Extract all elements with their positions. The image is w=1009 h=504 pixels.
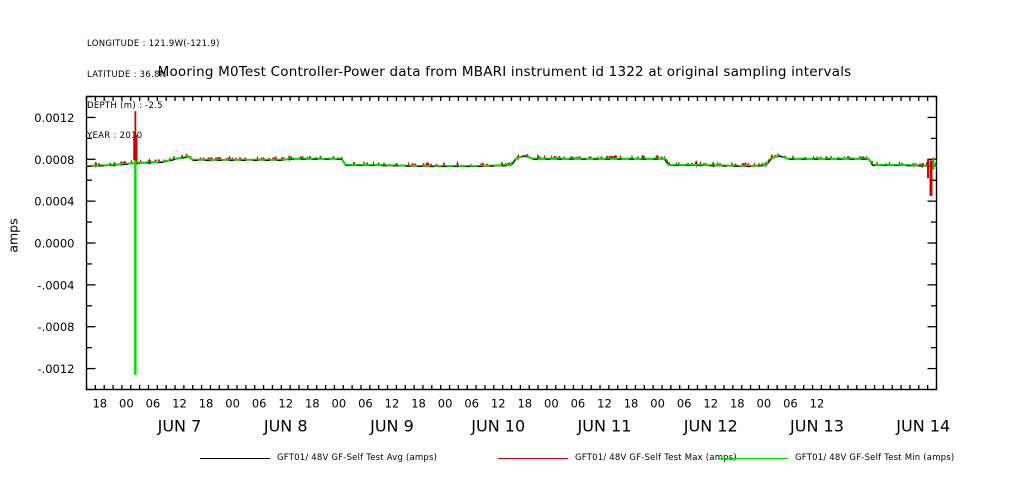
legend-item: GFT01/ 48V GF-Self Test Max (amps) bbox=[498, 450, 737, 466]
x-hour-label: 12 bbox=[491, 397, 506, 411]
station-metadata: LONGITUDE : 121.9W(-121.9) LATITUDE : 36… bbox=[87, 19, 220, 162]
chart-legend: GFT01/ 48V GF-Self Test Avg (amps) GFT01/… bbox=[0, 450, 1009, 470]
x-hour-label: 00 bbox=[438, 397, 453, 411]
x-hour-label: 12 bbox=[810, 397, 825, 411]
x-hour-label: 00 bbox=[225, 397, 240, 411]
x-day-label: JUN 10 bbox=[470, 417, 525, 436]
legend-label: GFT01/ 48V GF-Self Test Max (amps) bbox=[575, 453, 737, 463]
x-hour-label: 00 bbox=[757, 397, 772, 411]
x-hour-label: 18 bbox=[305, 397, 320, 411]
x-hour-label: 18 bbox=[517, 397, 532, 411]
x-day-label: JUN 7 bbox=[157, 417, 202, 436]
axes-layer bbox=[85, 95, 938, 391]
x-day-label: JUN 13 bbox=[789, 417, 844, 436]
data-layer bbox=[86, 111, 937, 375]
legend-label: GFT01/ 48V GF-Self Test Avg (amps) bbox=[277, 453, 438, 463]
x-hour-label: 18 bbox=[92, 397, 107, 411]
x-hour-label: 12 bbox=[703, 397, 718, 411]
x-hour-label: 18 bbox=[730, 397, 745, 411]
x-hour-label: 12 bbox=[172, 397, 187, 411]
legend-item: GFT01/ 48V GF-Self Test Min (amps) bbox=[718, 450, 954, 466]
metadata-year: YEAR : 2010 bbox=[87, 131, 143, 142]
plot-frame bbox=[85, 95, 938, 391]
legend-item: GFT01/ 48V GF-Self Test Avg (amps) bbox=[200, 450, 437, 466]
x-hour-label: 06 bbox=[146, 397, 161, 411]
x-day-label: JUN 9 bbox=[369, 417, 414, 436]
x-hour-label: 06 bbox=[358, 397, 373, 411]
x-hour-label: 00 bbox=[332, 397, 347, 411]
x-hour-label: 12 bbox=[597, 397, 612, 411]
x-hour-label: 06 bbox=[464, 397, 479, 411]
x-hour-label: 00 bbox=[544, 397, 559, 411]
x-hour-label: 12 bbox=[385, 397, 400, 411]
x-hour-label: 18 bbox=[199, 397, 214, 411]
x-day-label: JUN 12 bbox=[683, 417, 738, 436]
x-hour-label: 18 bbox=[624, 397, 639, 411]
legend-swatch-line bbox=[200, 457, 270, 459]
x-hour-label: 06 bbox=[571, 397, 586, 411]
tick-labels-layer: 0.0012 0.0008 0.0004 0.0000 -.0004 -.0008 -.00… bbox=[34, 111, 950, 436]
y-tick-label: 0.0004 bbox=[34, 195, 74, 209]
series-min-line bbox=[86, 154, 937, 167]
legend-swatch-line bbox=[498, 457, 568, 459]
x-hour-label: 06 bbox=[783, 397, 798, 411]
y-tick-label: -.0008 bbox=[37, 320, 74, 334]
metadata-depth: DEPTH (m) : -2.5 bbox=[87, 100, 163, 111]
x-day-label: JUN 11 bbox=[577, 417, 632, 436]
x-hour-label: 00 bbox=[650, 397, 665, 411]
legend-label: GFT01/ 48V GF-Self Test Min (amps) bbox=[795, 453, 955, 463]
x-day-label: JUN 14 bbox=[895, 417, 950, 436]
metadata-latitude: LATITUDE : 36.8N bbox=[87, 70, 167, 81]
x-hour-label: 06 bbox=[252, 397, 267, 411]
x-hour-label: 12 bbox=[278, 397, 293, 411]
x-day-label: JUN 8 bbox=[263, 417, 308, 436]
x-hour-label: 00 bbox=[119, 397, 134, 411]
metadata-longitude: LONGITUDE : 121.9W(-121.9) bbox=[87, 39, 220, 50]
y-tick-label: 0.0000 bbox=[34, 237, 74, 251]
y-tick-label: -.0012 bbox=[37, 362, 74, 376]
x-hour-label: 06 bbox=[677, 397, 692, 411]
legend-swatch-line bbox=[718, 457, 788, 459]
y-tick-label: -.0004 bbox=[37, 278, 74, 292]
y-tick-label: 0.0008 bbox=[34, 153, 74, 167]
x-hour-label: 18 bbox=[411, 397, 426, 411]
chart-title: Mooring M0Test Controller-Power data fro… bbox=[157, 64, 852, 80]
y-tick-label: 0.0012 bbox=[34, 111, 74, 125]
